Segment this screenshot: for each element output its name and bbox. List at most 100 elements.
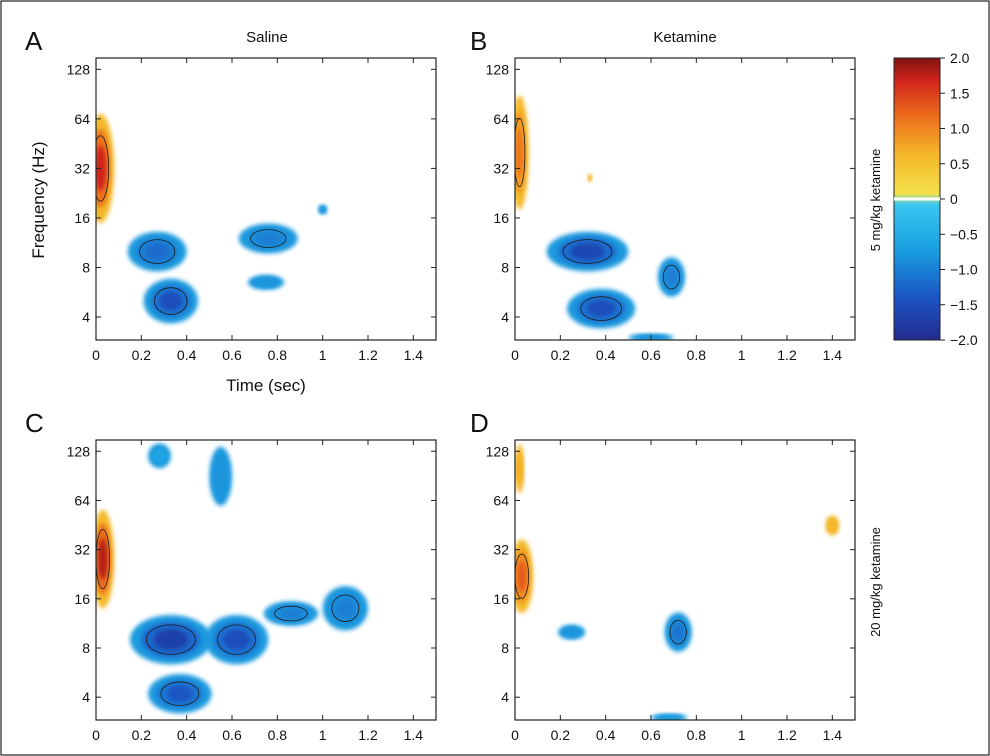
panel-letter-c: C: [25, 408, 44, 438]
y-tick-label: 8: [82, 640, 90, 656]
x-tick-label: 1.4: [823, 727, 843, 743]
heatmap-blobs: [515, 444, 840, 720]
significance-contour: [96, 135, 110, 202]
heatmap-blob-peak: [96, 145, 107, 192]
y-tick-label: 4: [501, 689, 509, 705]
plot-frame: [514, 439, 856, 721]
x-tick-label: 0.8: [687, 347, 707, 363]
heatmap-blob-peak: [223, 629, 250, 650]
heatmap-blob-peak: [586, 300, 616, 317]
heatmap-blob-peak: [665, 268, 678, 286]
heatmap-panel-a: 0 0.2 0.4 0.6 0.8 1 1.2 1.4 128 64 32 16 8 4: [67, 57, 437, 363]
colorbar-tick-label: −2.0: [950, 332, 978, 348]
colorbar-tick-label: −0.5: [950, 226, 978, 242]
significance-contour: [331, 594, 360, 622]
x-tick-label: 1.2: [777, 347, 797, 363]
significance-contour: [669, 619, 687, 645]
panel-letter-b: B: [470, 26, 487, 56]
significance-contour: [662, 264, 680, 290]
y-tick-label: 16: [493, 591, 509, 607]
y-tick-label: 128: [486, 443, 510, 459]
significance-contour: [515, 117, 526, 188]
colorbar-tick-label: 0: [950, 191, 958, 207]
heatmap-blob-peak: [154, 450, 165, 461]
plot-area: [515, 58, 855, 340]
heatmap-blob-peak: [258, 279, 274, 286]
x-tick-label: 0.6: [641, 727, 661, 743]
heatmap-panel-d: 0 0.2 0.4 0.6 0.8 1 1.2 1.4 128 64 32 16 8 4: [486, 439, 856, 743]
heatmap-blob-peak: [159, 291, 183, 311]
plot-area: [96, 440, 436, 720]
x-tick-label: 0.4: [177, 727, 197, 743]
plot-frame: [514, 57, 856, 341]
x-tick-label: 0: [511, 347, 519, 363]
colorbar: 2.0 1.5 1.0 0.5 0 −0.5 −1.0 −1.5 −2.0: [893, 50, 978, 348]
heatmap-blob-peak: [335, 598, 355, 618]
y-tick-label: 16: [74, 591, 90, 607]
y-tick-label: 32: [493, 542, 509, 558]
x-tick-label: 0.8: [268, 727, 288, 743]
x-tick-label: 0.4: [177, 347, 197, 363]
x-tick-label: 0.8: [687, 727, 707, 743]
heatmap-blob-peak: [166, 685, 194, 702]
colorbar-tick-label: 0.5: [950, 156, 970, 172]
y-tick-label: 32: [493, 160, 509, 176]
heatmap-blob-peak: [320, 207, 325, 212]
x-tick-label: 0.4: [596, 727, 616, 743]
panel-letter-d: D: [470, 408, 489, 438]
x-tick-label: 1.4: [404, 347, 424, 363]
x-tick-label: 1.2: [777, 727, 797, 743]
x-tick-label: 0.6: [222, 727, 242, 743]
plot-frame: [95, 439, 437, 721]
y-tick-label: 64: [493, 492, 509, 508]
heatmap-panel-b: 0 0.2 0.4 0.6 0.8 1 1.2 1.4 128 64 32 16 8 4: [486, 57, 856, 363]
x-tick-label: 1.4: [823, 347, 843, 363]
heatmap-blob-peak: [255, 232, 281, 245]
x-axis-label: Time (sec): [226, 376, 306, 395]
colorbar-tick-label: 2.0: [950, 50, 970, 66]
heatmap-blobs: [96, 113, 328, 324]
y-tick-label: 128: [67, 61, 91, 77]
x-tick-label: 0.6: [222, 347, 242, 363]
colorbar-tick-label: −1.5: [950, 297, 978, 313]
y-tick-label: 4: [82, 689, 90, 705]
plot-area: [515, 440, 855, 720]
y-tick-label: 4: [501, 309, 509, 325]
significance-contour: [96, 529, 110, 590]
y-tick-label: 32: [74, 160, 90, 176]
x-tick-label: 0: [92, 347, 100, 363]
y-axis-label: Frequency (Hz): [29, 141, 48, 258]
significance-contour: [580, 296, 622, 321]
y-tick-label: 128: [67, 443, 91, 459]
significance-contour: [154, 287, 188, 315]
significance-contour: [562, 239, 613, 264]
panel-title-ketamine: Ketamine: [653, 29, 716, 46]
heatmap-blob-peak: [588, 176, 591, 180]
x-tick-label: 0: [511, 727, 519, 743]
significance-contour: [217, 624, 256, 655]
y-tick-label: 128: [486, 61, 510, 77]
significance-contour: [250, 229, 287, 248]
y-tick-label: 32: [74, 542, 90, 558]
y-tick-label: 8: [82, 259, 90, 275]
plot-frame: [95, 57, 437, 341]
x-tick-label: 0.2: [132, 727, 152, 743]
y-tick-label: 64: [74, 111, 90, 127]
heatmap-blob-peak: [279, 608, 303, 619]
panel-title-saline: Saline: [246, 29, 288, 46]
x-tick-label: 0.2: [132, 347, 152, 363]
y-tick-label: 4: [82, 309, 90, 325]
significance-contour: [274, 605, 308, 622]
y-tick-label: 16: [493, 210, 509, 226]
heatmap-blob-peak: [565, 629, 578, 636]
y-tick-label: 64: [493, 111, 509, 127]
row-label-5mg: 5 mg/kg ketamine: [868, 149, 883, 252]
x-tick-label: 0: [92, 727, 100, 743]
x-tick-label: 0.2: [551, 347, 571, 363]
x-tick-label: 0.8: [268, 347, 288, 363]
x-tick-label: 1.4: [404, 727, 424, 743]
significance-contour: [515, 553, 529, 599]
row-label-20mg: 20 mg/kg ketamine: [868, 527, 883, 637]
x-tick-label: 1.2: [358, 727, 378, 743]
